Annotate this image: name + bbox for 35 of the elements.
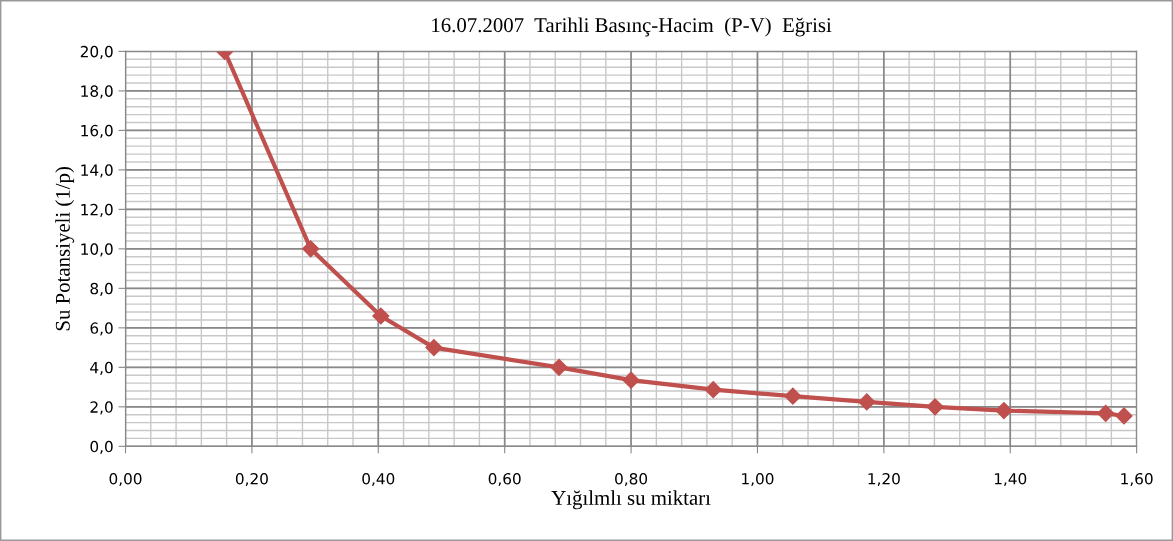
y-tick-label: 20,0: [80, 45, 113, 59]
y-tick-label: 2,0: [90, 401, 113, 415]
x-tick-label: 0,60: [488, 472, 521, 487]
x-tick-label: 1,20: [868, 472, 900, 487]
point: [1097, 404, 1115, 422]
y-tick-label: 10,0: [81, 243, 113, 257]
y-tick-label: 16,0: [81, 124, 113, 138]
x-tick-label: 1,00: [742, 472, 774, 487]
point: [425, 339, 443, 357]
y-tick-label: 18,0: [81, 85, 113, 99]
y-tick-label: 14,0: [81, 164, 113, 178]
chart-title: 16.07.2007 Tarihli Basınç-Hacim (P-V) Eğrisi: [432, 17, 832, 37]
x-axis-title: Yığılmlı su miktarı: [551, 490, 711, 510]
x-tick-label: 0,80: [615, 472, 648, 487]
point: [858, 393, 876, 411]
point: [622, 371, 640, 389]
point: [1115, 407, 1133, 425]
point: [784, 387, 802, 405]
point: [550, 358, 568, 376]
y-tick-label: 8,0: [90, 282, 113, 296]
y-tick-label: 12,0: [81, 203, 113, 217]
y-tick-label: 4,0: [90, 361, 113, 375]
x-tick-label: 1,40: [994, 472, 1027, 487]
x-tick-label: 0,00: [109, 472, 142, 487]
point: [302, 240, 320, 258]
y-tick-label: 6,0: [90, 322, 113, 336]
x-tick-label: 0,40: [362, 472, 395, 487]
y-axis-title: Su Potansiyeli (1/p): [55, 167, 75, 331]
point: [704, 381, 722, 399]
point: [372, 307, 390, 325]
point: [995, 402, 1013, 420]
point: [926, 398, 944, 416]
x-tick-label: 0,20: [235, 472, 268, 487]
x-tick-label: 1,60: [1121, 472, 1153, 487]
y-tick-label: 0,0: [90, 440, 113, 454]
